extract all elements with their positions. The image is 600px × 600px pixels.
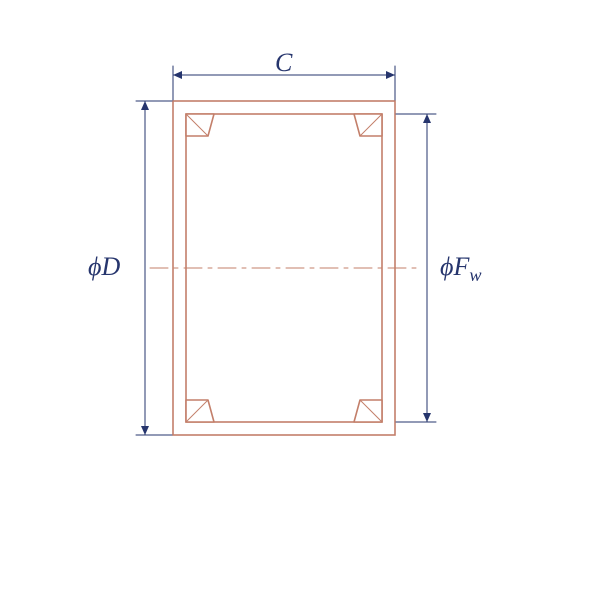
- dimension-label-C: C: [275, 48, 292, 78]
- dimension-F-letter: F: [453, 252, 469, 281]
- bearing-cross-section: [0, 0, 600, 600]
- dimension-label-Fw: ϕFw: [440, 252, 482, 286]
- dimension-Fw-subscript: w: [469, 265, 481, 285]
- diagram-stage: C ϕD ϕFw: [0, 0, 600, 600]
- phi-symbol: ϕ: [440, 252, 453, 281]
- phi-symbol: ϕ: [88, 252, 101, 281]
- dimension-D-letter: D: [101, 252, 120, 281]
- dimension-label-D: ϕD: [88, 252, 120, 282]
